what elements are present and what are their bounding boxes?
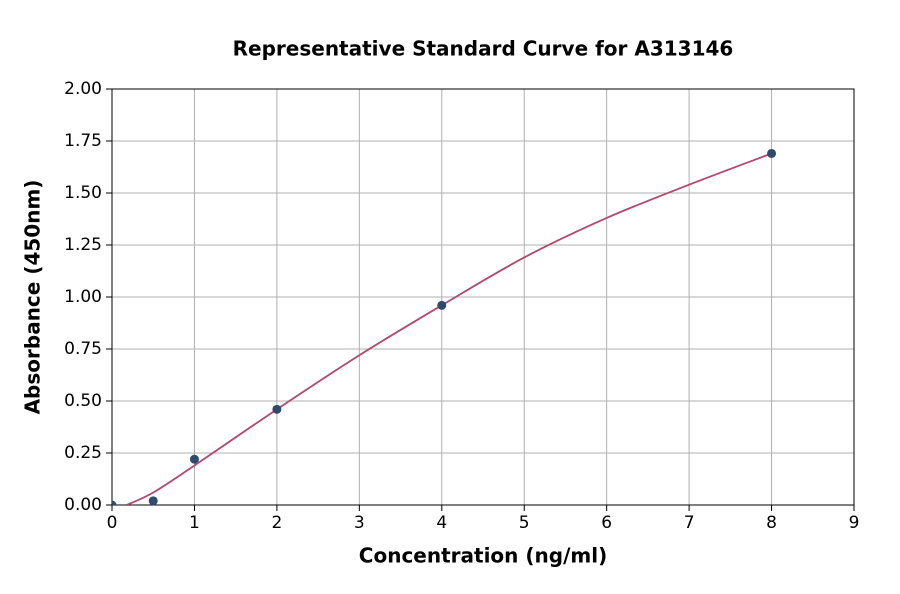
y-tick-label: 0.25 [64, 443, 102, 463]
x-tick-label: 7 [684, 513, 695, 533]
y-tick-label: 1.25 [64, 235, 102, 255]
data-point [437, 300, 447, 310]
x-tick-label: 8 [766, 513, 777, 533]
y-tick-label: 0.50 [64, 391, 102, 411]
data-point [148, 496, 158, 505]
y-tick-label: 1.50 [64, 183, 102, 203]
x-tick-label: 5 [519, 513, 530, 533]
x-tick-label: 0 [107, 513, 118, 533]
y-tick-label: 1.75 [64, 131, 102, 151]
x-axis-label: Concentration (ng/ml) [359, 544, 607, 568]
x-tick-label: 6 [601, 513, 612, 533]
x-tick-label: 3 [354, 513, 365, 533]
data-point [112, 500, 117, 505]
data-point [272, 404, 282, 414]
y-axis-label: Absorbance (450nm) [21, 180, 45, 415]
x-tick-label: 2 [271, 513, 282, 533]
fit-curve [126, 152, 772, 505]
x-tick-label: 4 [436, 513, 447, 533]
y-tick-label: 0.00 [64, 495, 102, 515]
x-tick-label: 9 [849, 513, 860, 533]
y-tick-label: 0.75 [64, 339, 102, 359]
y-tick-label: 2.00 [64, 79, 102, 99]
plot-frame [111, 88, 855, 506]
y-tick-label: 1.00 [64, 287, 102, 307]
data-point [189, 454, 199, 464]
data-point [767, 148, 777, 158]
chart-title: Representative Standard Curve for A31314… [233, 37, 734, 61]
x-tick-label: 1 [189, 513, 200, 533]
